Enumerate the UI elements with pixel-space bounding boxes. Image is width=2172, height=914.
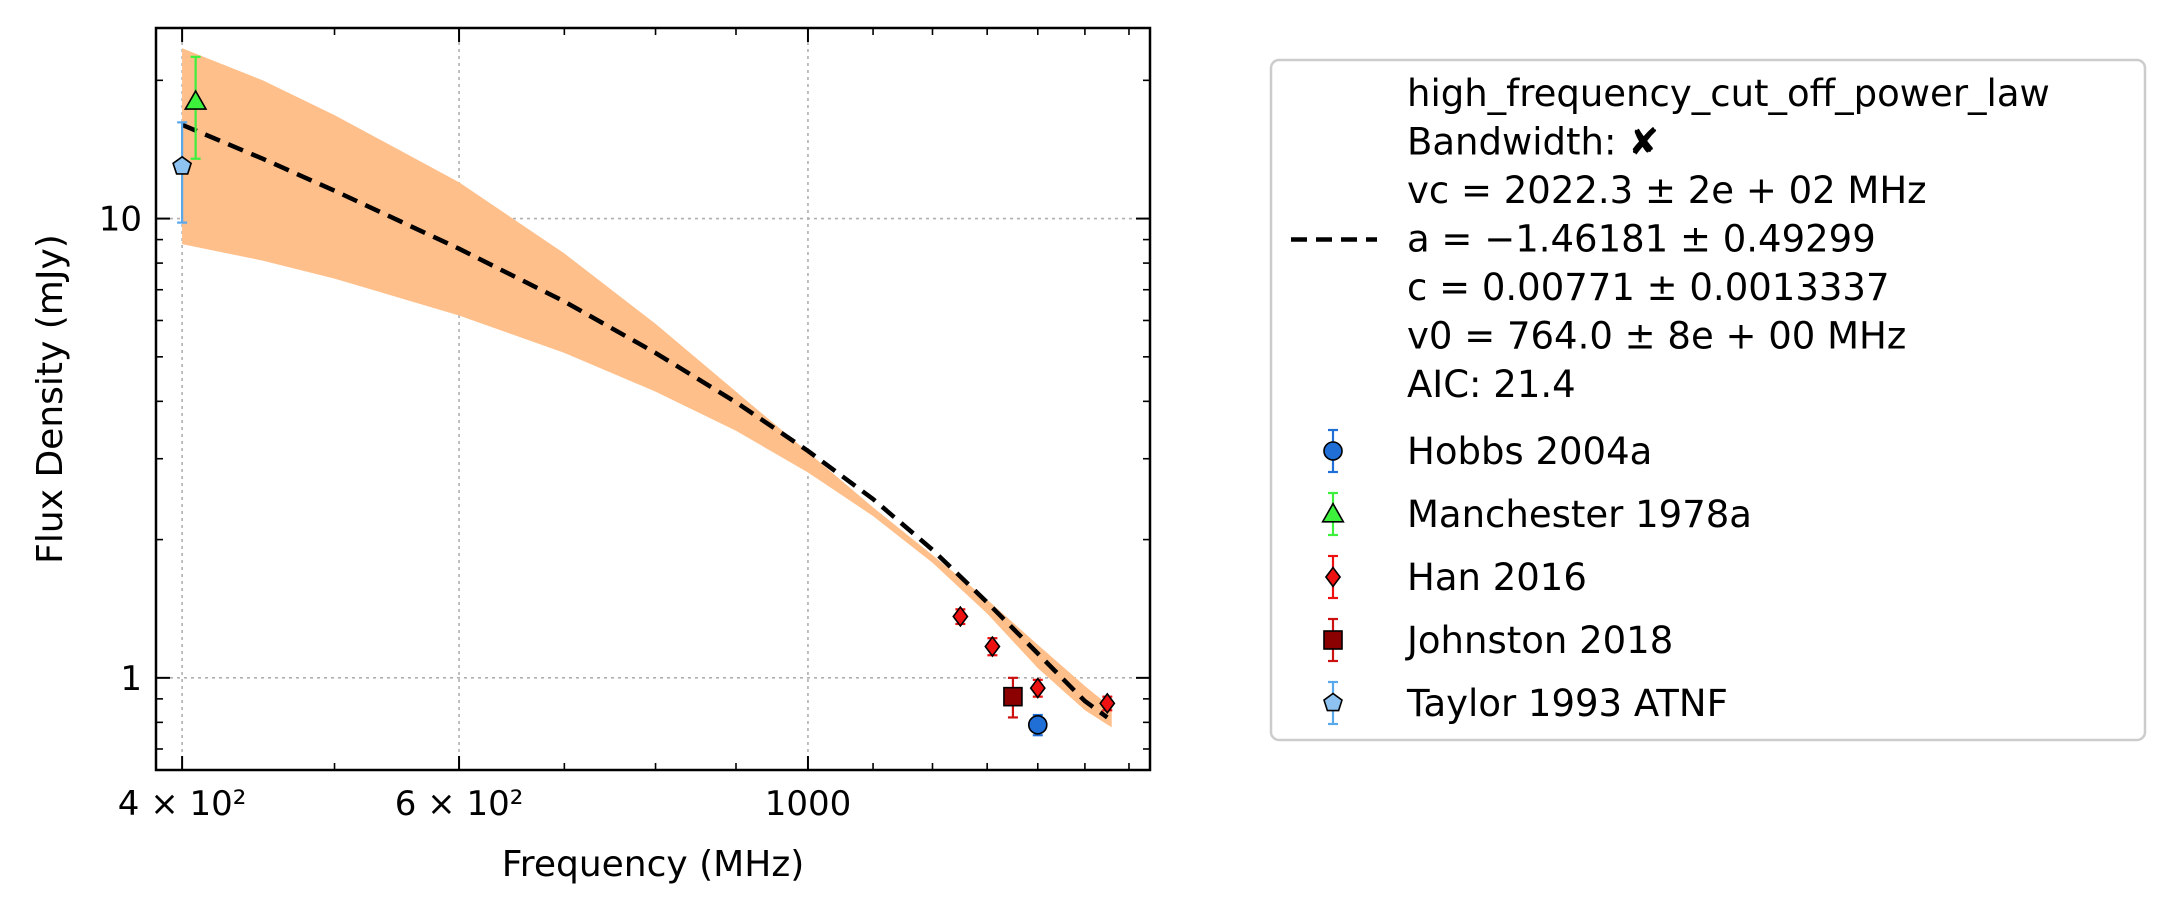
data-point-taylor-1993-atnf-0-marker xyxy=(172,155,193,175)
legend-entry-taylor-1993-atnf-marker xyxy=(1323,692,1343,712)
fit-curve-line xyxy=(181,122,1109,720)
data-point-manchester-1978a-0 xyxy=(183,55,208,160)
data-point-manchester-1978a-0-marker xyxy=(183,89,208,110)
data-point-hobbs-2004a-0 xyxy=(1027,713,1048,737)
data-point-hobbs-2004a-0-marker xyxy=(1027,715,1048,735)
legend-frame xyxy=(1269,58,2147,742)
legend-entry-taylor-1993-atnf-label: Taylor 1993 ATNF xyxy=(1406,682,1728,725)
y-tick-label-0: 1 xyxy=(120,659,142,699)
y-tick-label-1: 10 xyxy=(99,200,142,240)
grid-lines xyxy=(156,28,1150,770)
data-point-han-2016-1-marker xyxy=(984,635,1001,658)
data-point-han-2016-1 xyxy=(984,635,1001,658)
data-point-han-2016-2-marker xyxy=(1029,677,1046,699)
legend-entry-johnston-2018: Johnston 2018 xyxy=(1323,617,1673,663)
x-tick-label-1: 6 × 10² xyxy=(395,784,524,824)
legend-entry-han-2016-marker xyxy=(1324,566,1342,588)
legend-entry-hobbs-2004a-label: Hobbs 2004a xyxy=(1407,430,1652,473)
data-point-han-2016-3 xyxy=(1099,692,1116,715)
x-tick-label-0: 4 × 10² xyxy=(118,784,247,824)
legend-fit-line-5: v0 = 764.0 ± 8e + 00 MHz xyxy=(1407,315,1906,358)
legend-entry-johnston-2018-marker xyxy=(1323,630,1343,650)
legend: high_frequency_cut_off_power_law Bandwidt… xyxy=(1269,58,2147,742)
legend-entry-hobbs-2004a-marker xyxy=(1323,441,1343,461)
x-tick-label-2: 1000 xyxy=(765,784,852,824)
legend-fit-line-2: vc = 2022.3 ± 2e + 02 MHz xyxy=(1407,169,1927,212)
fit-uncertainty-band xyxy=(182,48,1112,728)
data-point-johnston-2018-0-marker xyxy=(1003,686,1023,707)
legend-entry-hobbs-2004a: Hobbs 2004a xyxy=(1323,428,1652,474)
legend-fit-line-3: a = −1.46181 ± 0.49299 xyxy=(1407,218,1876,261)
data-point-han-2016-2 xyxy=(1029,677,1046,699)
data-point-johnston-2018-0 xyxy=(1003,676,1023,719)
legend-fit-line-1: Bandwidth: ✘ xyxy=(1407,121,1659,164)
data-point-han-2016-0 xyxy=(952,605,969,628)
legend-entry-johnston-2018-label: Johnston 2018 xyxy=(1405,619,1673,662)
legend-entry-han-2016: Han 2016 xyxy=(1324,554,1587,600)
legend-entry-manchester-1978a: Manchester 1978a xyxy=(1321,491,1752,537)
legend-entry-taylor-1993-atnf: Taylor 1993 ATNF xyxy=(1323,680,1728,726)
legend-fit-line-0: high_frequency_cut_off_power_law xyxy=(1407,72,2050,115)
legend-entry-manchester-1978a-marker xyxy=(1321,502,1345,523)
legend-entry-han-2016-label: Han 2016 xyxy=(1407,556,1587,599)
x-axis-label: Frequency (MHz) xyxy=(502,844,805,885)
legend-fit-line-6: AIC: 21.4 xyxy=(1407,363,1576,406)
data-point-han-2016-3-marker xyxy=(1099,692,1116,715)
data-point-han-2016-0-marker xyxy=(952,605,969,628)
plot-frame xyxy=(154,26,1152,772)
legend-fit-line-4: c = 0.00771 ± 0.0013337 xyxy=(1407,266,1889,309)
data-point-taylor-1993-atnf-0 xyxy=(172,121,193,224)
legend-entry-manchester-1978a-label: Manchester 1978a xyxy=(1407,493,1752,536)
y-axis-label: Flux Density (mJy) xyxy=(30,234,71,564)
